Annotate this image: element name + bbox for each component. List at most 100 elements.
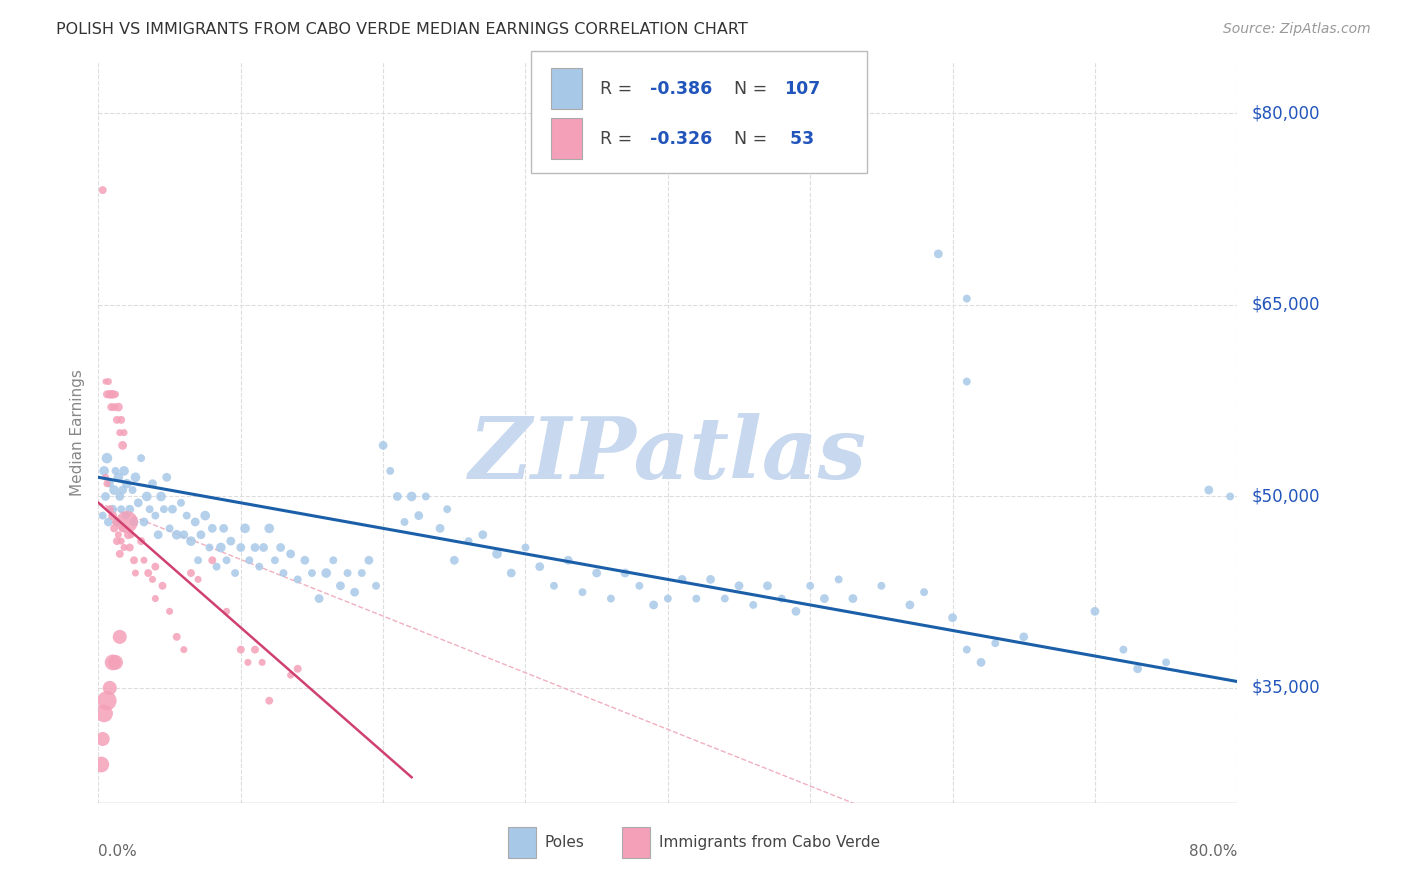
Point <box>121 483 143 497</box>
Point <box>364 579 387 593</box>
Text: $80,000: $80,000 <box>1251 104 1320 122</box>
Point <box>115 476 138 491</box>
Point <box>942 610 965 624</box>
Point <box>728 579 751 593</box>
Point <box>486 547 509 561</box>
Point <box>98 387 121 401</box>
Point <box>280 668 302 682</box>
Point <box>97 515 120 529</box>
Point <box>94 375 117 389</box>
Point <box>436 502 458 516</box>
Point <box>457 534 479 549</box>
Point <box>322 553 344 567</box>
Point <box>94 470 117 484</box>
Point <box>120 527 142 541</box>
Point <box>129 534 152 549</box>
Point <box>162 502 184 516</box>
Point <box>671 573 693 587</box>
Point <box>107 400 129 414</box>
Text: ZIPatlas: ZIPatlas <box>468 413 868 497</box>
Point <box>112 541 135 555</box>
Point <box>173 527 195 541</box>
Point <box>118 502 141 516</box>
Point <box>799 579 821 593</box>
Text: -0.386: -0.386 <box>650 80 711 98</box>
Point <box>124 470 146 484</box>
Point <box>152 579 174 593</box>
Point <box>153 502 176 516</box>
Point <box>247 559 270 574</box>
Point <box>212 521 235 535</box>
Point <box>515 541 537 555</box>
Point <box>215 553 238 567</box>
Point <box>956 642 979 657</box>
Point <box>209 541 232 555</box>
Point <box>127 496 149 510</box>
Point <box>742 598 765 612</box>
Point <box>101 502 124 516</box>
Point <box>233 521 256 535</box>
Point <box>585 566 607 580</box>
FancyBboxPatch shape <box>531 52 868 173</box>
Text: $35,000: $35,000 <box>1251 679 1320 697</box>
Point <box>111 438 134 452</box>
Point <box>180 534 202 549</box>
Point <box>145 508 167 523</box>
Point <box>984 636 1007 650</box>
Point <box>159 604 181 618</box>
Point <box>259 694 281 708</box>
Point <box>107 470 129 484</box>
Point <box>141 573 163 587</box>
Point <box>1084 604 1107 618</box>
Point <box>96 476 118 491</box>
Point <box>229 642 252 657</box>
Point <box>117 527 139 541</box>
Point <box>287 573 309 587</box>
Point <box>166 630 188 644</box>
Point <box>243 541 266 555</box>
Point <box>104 387 127 401</box>
Point <box>970 656 993 670</box>
Point <box>301 566 323 580</box>
Point <box>101 656 124 670</box>
Point <box>114 508 136 523</box>
Point <box>870 579 893 593</box>
Point <box>898 598 921 612</box>
Point <box>329 579 352 593</box>
Point <box>103 483 125 497</box>
Point <box>108 425 131 440</box>
Text: 107: 107 <box>785 80 820 98</box>
FancyBboxPatch shape <box>509 827 536 858</box>
Point <box>108 630 131 644</box>
Point <box>219 534 242 549</box>
Point <box>643 598 665 612</box>
Point <box>628 579 651 593</box>
Point <box>927 247 949 261</box>
Point <box>264 553 287 567</box>
Point <box>104 464 127 478</box>
Point <box>104 656 127 670</box>
Point <box>280 547 302 561</box>
Point <box>1219 490 1241 504</box>
Text: N =: N = <box>734 80 773 98</box>
Point <box>287 662 309 676</box>
Point <box>828 573 851 587</box>
Text: 53: 53 <box>785 129 814 148</box>
Point <box>1154 656 1177 670</box>
Text: R =: R = <box>599 129 637 148</box>
Point <box>111 521 134 535</box>
Point <box>132 553 155 567</box>
Point <box>98 681 121 695</box>
Point <box>110 502 132 516</box>
Point <box>657 591 679 606</box>
FancyBboxPatch shape <box>551 69 582 109</box>
Point <box>112 464 135 478</box>
Point <box>387 490 409 504</box>
Point <box>105 515 128 529</box>
Point <box>1012 630 1035 644</box>
Point <box>141 476 163 491</box>
Point <box>685 591 707 606</box>
Point <box>118 541 141 555</box>
Text: -0.326: -0.326 <box>650 129 711 148</box>
Point <box>270 541 292 555</box>
